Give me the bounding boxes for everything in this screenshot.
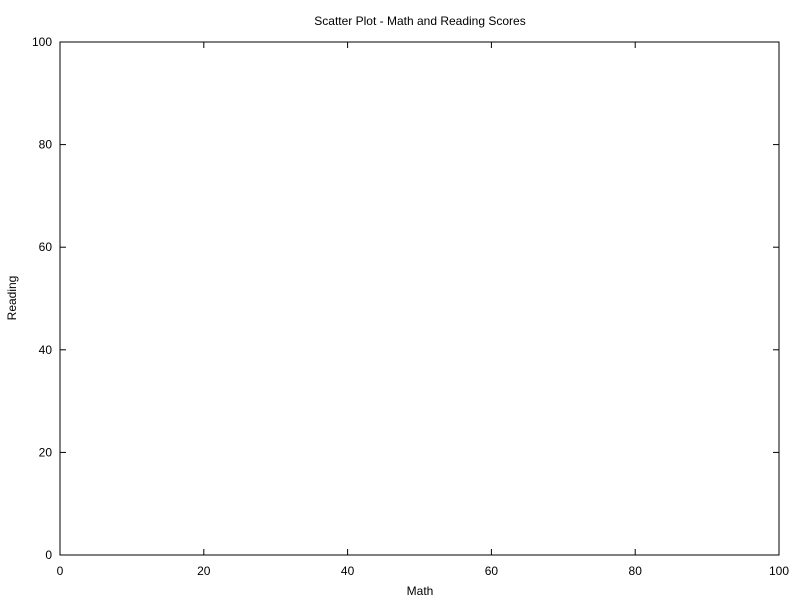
x-tick-label: 100 — [769, 564, 789, 578]
y-tick-label: 0 — [45, 548, 52, 562]
y-tick-label: 100 — [32, 35, 52, 49]
x-tick-label: 80 — [629, 564, 643, 578]
x-axis-label: Math — [407, 584, 434, 598]
x-tick-label: 20 — [197, 564, 211, 578]
x-tick-label: 60 — [485, 564, 499, 578]
y-tick-label: 60 — [39, 240, 53, 254]
chart-title: Scatter Plot - Math and Reading Scores — [314, 14, 525, 28]
y-axis: 0 20 40 60 80 100 — [32, 35, 779, 562]
x-axis: 0 20 40 60 80 100 — [57, 42, 789, 578]
y-tick-label: 80 — [39, 138, 53, 152]
plot-frame — [59, 41, 780, 556]
y-tick-label: 40 — [39, 343, 53, 357]
x-tick-label: 0 — [57, 564, 64, 578]
y-axis-label: Reading — [5, 276, 19, 321]
x-tick-label: 40 — [341, 564, 355, 578]
y-tick-label: 20 — [39, 445, 53, 459]
